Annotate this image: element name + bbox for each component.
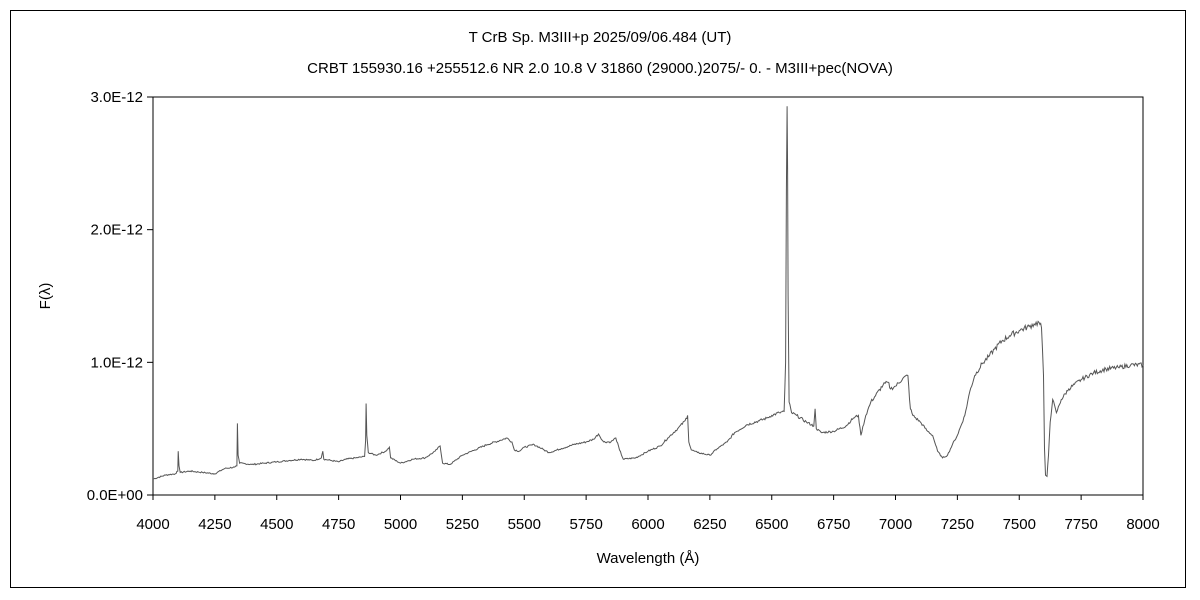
x-tick-label: 4750 <box>322 516 355 533</box>
x-tick-label: 5250 <box>446 516 479 533</box>
plot-area <box>152 96 1144 496</box>
x-tick-label: 4250 <box>198 516 231 533</box>
y-tick-label: 3.0E-12 <box>90 89 143 106</box>
x-axis-label: Wavelength (Å) <box>597 550 700 567</box>
x-tick-label: 5000 <box>384 516 417 533</box>
x-tick-label: 4000 <box>136 516 169 533</box>
y-axis: 0.0E+00 1.0E-12 2.0E-12 3.0E-12 <box>87 89 153 504</box>
x-tick-label: 8000 <box>1126 516 1159 533</box>
x-tick-label: 5750 <box>569 516 602 533</box>
y-axis-label: F(λ) <box>37 283 54 310</box>
chart-subtitle: CRBT 155930.16 +255512.6 NR 2.0 10.8 V 3… <box>307 60 893 77</box>
y-tick-label: 2.0E-12 <box>90 222 143 239</box>
x-tick-label: 4500 <box>260 516 293 533</box>
x-tick-label: 6000 <box>631 516 664 533</box>
y-tick-label: 0.0E+00 <box>87 487 143 504</box>
x-tick-label: 7500 <box>1003 516 1036 533</box>
x-tick-label: 5500 <box>508 516 541 533</box>
y-tick-label: 1.0E-12 <box>90 354 143 371</box>
x-tick-label: 6750 <box>817 516 850 533</box>
x-tick-label: 6500 <box>755 516 788 533</box>
x-tick-label: 7250 <box>941 516 974 533</box>
x-tick-label: 6250 <box>693 516 726 533</box>
x-tick-label: 7000 <box>879 516 912 533</box>
chart-title: T CrB Sp. M3III+p 2025/09/06.484 (UT) <box>468 29 732 46</box>
chart-frame <box>10 10 1186 588</box>
x-axis: 4000 4250 4500 4750 5000 5250 5500 5750 6000 6250… <box>136 495 1160 533</box>
x-tick-label: 7750 <box>1064 516 1097 533</box>
spectrum-line <box>152 106 1144 480</box>
series-group <box>152 106 1144 480</box>
